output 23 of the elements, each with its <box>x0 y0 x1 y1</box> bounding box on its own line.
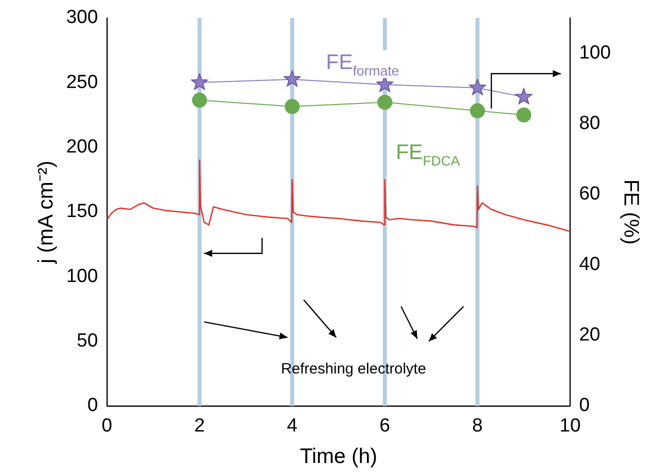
x-tick-label: 6 <box>380 416 390 437</box>
y-tick-label: 150 <box>66 201 98 222</box>
y-tick-label: 100 <box>66 266 98 287</box>
annotation: Refreshing electrolyte <box>280 360 426 378</box>
y2-tick-label: 100 <box>579 42 611 64</box>
y-tick-label: 50 <box>76 330 98 352</box>
y2-tick-label: 20 <box>579 324 600 346</box>
y2-tick-label: 80 <box>579 113 600 134</box>
y-tick-label: 0 <box>87 395 98 416</box>
y2-tick-label: 0 <box>579 395 590 416</box>
y-axis-title: j (mA cm⁻²) <box>34 160 58 264</box>
y2-axis-title: FE (%) <box>620 179 643 245</box>
y2-tick-label: 40 <box>579 254 600 276</box>
x-tick-label: 2 <box>194 416 205 437</box>
x-tick-label: 10 <box>560 416 581 437</box>
y2-tick-label: 60 <box>579 184 600 205</box>
x-tick-label: 4 <box>286 416 298 437</box>
y-tick-label: 250 <box>66 72 98 93</box>
x-tick-label: 8 <box>472 416 483 437</box>
x-tick-label: 0 <box>102 416 112 437</box>
y-tick-label: 200 <box>66 136 98 158</box>
y-tick-label: 300 <box>66 7 98 28</box>
x-axis-title: Time (h) <box>300 445 378 468</box>
